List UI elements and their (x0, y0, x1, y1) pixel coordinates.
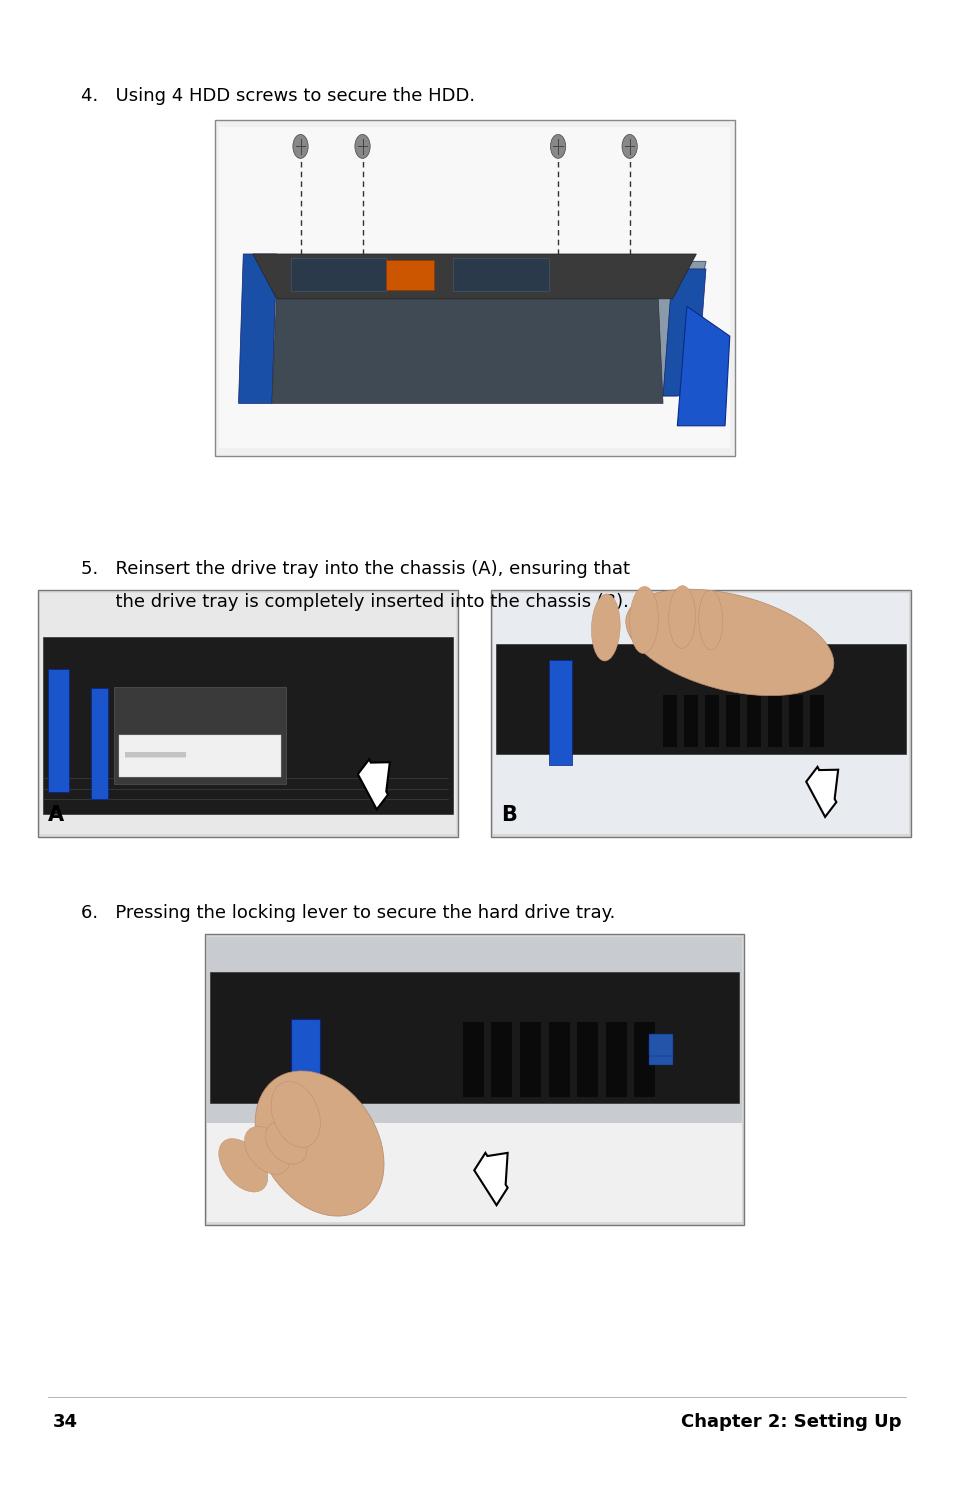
Bar (207, 937, 741, 1123)
Circle shape (550, 134, 565, 158)
Polygon shape (253, 254, 696, 299)
Bar (38, 590, 457, 837)
Ellipse shape (265, 1122, 307, 1164)
Bar (662, 695, 677, 747)
Polygon shape (238, 254, 276, 403)
Ellipse shape (698, 590, 722, 650)
Bar (648, 1034, 672, 1056)
Polygon shape (805, 766, 838, 817)
Bar (788, 695, 802, 747)
Text: A: A (48, 805, 64, 825)
Bar (119, 735, 281, 777)
Bar (43, 636, 453, 814)
Polygon shape (677, 306, 729, 426)
Bar (291, 1019, 319, 1123)
Bar (605, 1022, 626, 1097)
Circle shape (293, 134, 308, 158)
Text: the drive tray is completely inserted into the chassis (B).: the drive tray is completely inserted in… (81, 593, 628, 611)
Bar (219, 127, 729, 448)
Bar (491, 590, 910, 837)
Text: B: B (500, 805, 517, 825)
Bar (207, 1120, 741, 1222)
Polygon shape (243, 261, 705, 396)
Bar (48, 669, 69, 792)
Circle shape (355, 134, 370, 158)
Circle shape (621, 134, 637, 158)
Bar (767, 695, 781, 747)
Ellipse shape (591, 595, 619, 660)
Ellipse shape (668, 586, 695, 648)
Bar (91, 689, 108, 799)
Bar (648, 1043, 672, 1065)
Ellipse shape (218, 1138, 268, 1192)
Bar (386, 260, 434, 290)
Bar (683, 695, 698, 747)
Text: 34: 34 (52, 1413, 77, 1431)
Text: |||||||||||||||||||||||||||||||: ||||||||||||||||||||||||||||||| (124, 751, 186, 757)
Bar (496, 644, 905, 754)
Bar (809, 695, 823, 747)
Bar (462, 1022, 483, 1097)
Polygon shape (474, 1153, 507, 1206)
Bar (634, 1022, 655, 1097)
Bar (704, 695, 719, 747)
Ellipse shape (629, 587, 658, 653)
Text: Chapter 2: Setting Up: Chapter 2: Setting Up (680, 1413, 901, 1431)
Bar (725, 695, 740, 747)
Bar (210, 971, 739, 1103)
Bar (493, 593, 908, 834)
Bar (491, 1022, 512, 1097)
Polygon shape (357, 759, 390, 810)
Text: 6.   Pressing the locking lever to secure the hard drive tray.: 6. Pressing the locking lever to secure … (81, 904, 615, 922)
Text: 4.   Using 4 HDD screws to secure the HDD.: 4. Using 4 HDD screws to secure the HDD. (81, 87, 475, 105)
Bar (40, 593, 456, 834)
Bar (548, 1022, 569, 1097)
Bar (548, 660, 572, 765)
Ellipse shape (625, 589, 833, 696)
Bar (214, 120, 734, 456)
Ellipse shape (271, 1082, 320, 1147)
Bar (453, 258, 548, 291)
Text: 5.   Reinsert the drive tray into the chassis (A), ensuring that: 5. Reinsert the drive tray into the chas… (81, 560, 629, 578)
Ellipse shape (254, 1071, 384, 1216)
Polygon shape (272, 299, 662, 403)
Bar (746, 695, 760, 747)
Ellipse shape (244, 1126, 290, 1174)
Polygon shape (662, 269, 705, 396)
Bar (577, 1022, 598, 1097)
Bar (114, 687, 286, 784)
Bar (291, 258, 386, 291)
Bar (205, 934, 743, 1225)
Bar (519, 1022, 540, 1097)
